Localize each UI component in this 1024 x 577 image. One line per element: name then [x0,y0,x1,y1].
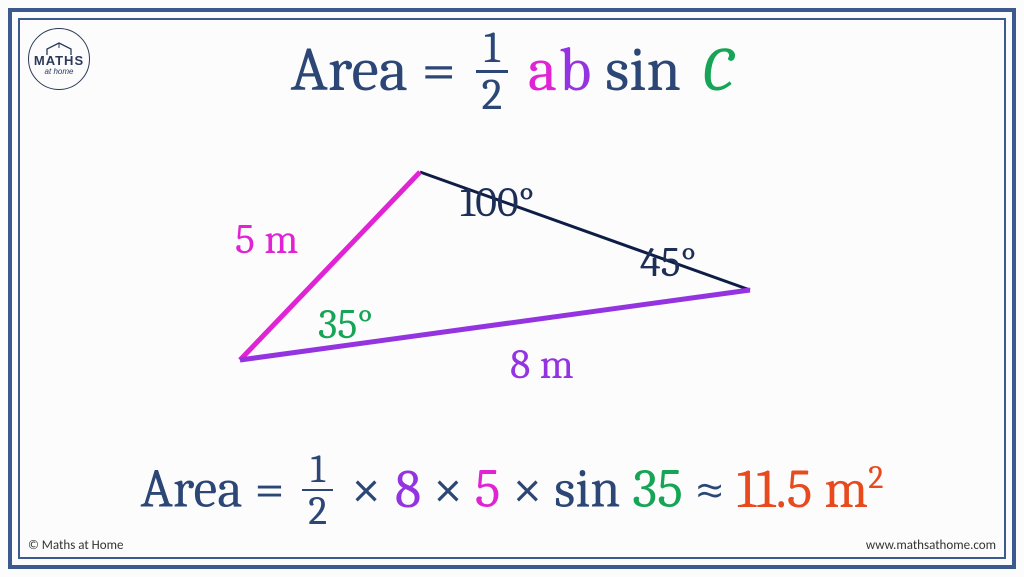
times-2: × [433,458,463,521]
approx-sign: ≈ [695,458,725,521]
val-b: 8 [395,458,421,521]
val-a: 5 [475,458,501,521]
var-a: a [528,34,557,106]
formula-area-sine: Area = 1 2 ab sin C [0,30,1024,121]
val-C: 35 [632,458,683,521]
var-C: C [703,34,734,106]
times-3: × [512,458,542,521]
label-angle-right: 45° [640,238,696,287]
times-1: × [351,458,381,521]
label-side-a: 5 m [235,215,298,264]
result-value: 11.5 m2 [737,458,884,521]
calculation-line: Area = 1 2 × 8 × 5 × sin 35 ≈ 11.5 m2 [0,453,1024,535]
label-angle-top: 100° [460,178,534,227]
formula-lhs: Area = [291,34,456,106]
label-side-b: 8 m [510,340,574,389]
calc-sin: sin [554,458,620,521]
calc-one-half: 1 2 [302,449,333,531]
var-b: b [559,34,591,106]
one-half: 1 2 [476,26,509,117]
sin-text: sin [605,34,681,106]
triangle-diagram: 5 m 8 m 100° 45° 35° [210,160,810,390]
calc-lhs: Area = [140,458,284,521]
copyright-text: © Maths at Home [28,538,123,553]
label-angle-left: 35° [318,300,373,349]
side-b-line [240,290,750,360]
website-url: www.mathsathome.com [866,538,996,553]
